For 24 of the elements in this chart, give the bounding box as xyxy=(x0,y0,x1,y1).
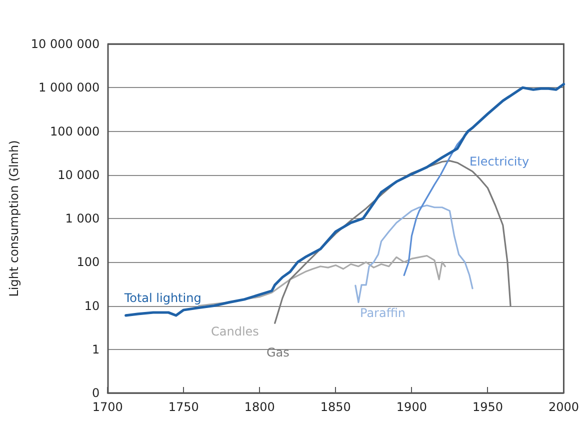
line-series xyxy=(354,204,474,304)
x-tick-label: 1800 xyxy=(244,400,275,414)
y-tick-label: 10 000 xyxy=(58,168,100,182)
y-tick-label: 1 000 xyxy=(65,212,100,226)
y-tick-label: 10 xyxy=(84,298,100,313)
x-tick-label: 1900 xyxy=(396,400,427,414)
series-label: Electricity xyxy=(469,154,530,169)
y-tick-label: 100 xyxy=(76,255,100,270)
x-tick-label: 1700 xyxy=(92,400,123,414)
y-tick-label: 10 000 000 xyxy=(30,37,100,51)
x-tick-label: 1850 xyxy=(320,400,351,414)
series-label: Total lighting xyxy=(123,291,202,306)
series-label: Gas xyxy=(266,345,290,360)
y-tick-label: 1 xyxy=(92,342,100,356)
x-tick-label: 1750 xyxy=(168,400,199,414)
y-tick-label: 1 000 000 xyxy=(38,80,100,95)
y-axis-title: Light consumption (Glmh) xyxy=(7,140,21,297)
x-tick-label: 2000 xyxy=(548,400,580,414)
x-tick-label: 1950 xyxy=(472,400,503,414)
series-label: Paraffin xyxy=(360,306,406,320)
series-label: Candles xyxy=(210,324,259,338)
line-series xyxy=(124,82,566,317)
y-tick-label: 0 xyxy=(92,386,100,400)
y-tick-label: 100 000 xyxy=(50,124,100,138)
